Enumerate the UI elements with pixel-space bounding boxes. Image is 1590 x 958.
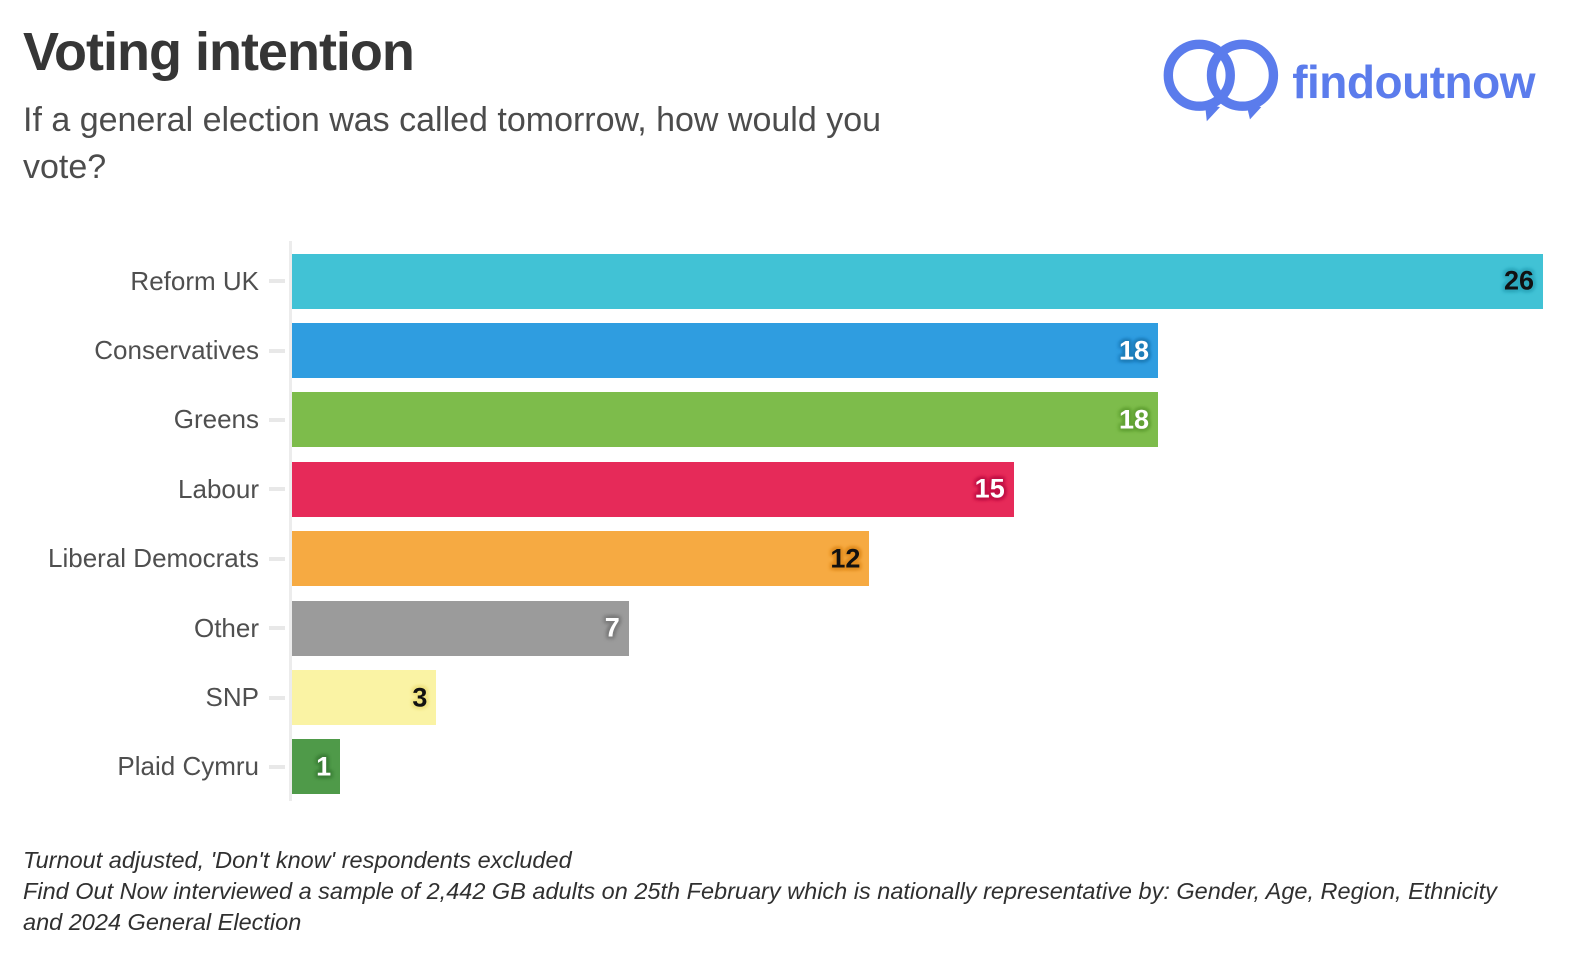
tick-zone — [263, 626, 292, 631]
bar-zone: 18 — [292, 323, 1543, 379]
chart-row-snp: SNP 3 — [0, 663, 1590, 732]
bar-zone: 15 — [292, 461, 1543, 517]
bar-chart: Reform UK 26 Conservatives 18 Greens 18 Labour… — [0, 240, 1590, 803]
bar-reform-uk: 26 — [292, 253, 1543, 309]
plot-rows: Reform UK 26 Conservatives 18 Greens 18 Labour… — [0, 247, 1590, 802]
value-label-liberal-democrats: 12 — [830, 543, 861, 574]
value-label-labour: 15 — [974, 473, 1005, 504]
bar-greens: 18 — [292, 392, 1159, 448]
logo-bubbles-icon — [1158, 28, 1280, 135]
category-label-labour: Labour — [178, 473, 259, 504]
bar-other: 7 — [292, 600, 629, 656]
value-label-conservatives: 18 — [1119, 335, 1150, 366]
bar-zone: 7 — [292, 600, 1543, 656]
value-label-other: 7 — [604, 612, 620, 643]
tick-zone — [263, 348, 292, 353]
tick-mark — [269, 348, 285, 353]
bar-plaid-cymru: 1 — [292, 739, 341, 795]
value-label-reform-uk: 26 — [1503, 265, 1534, 296]
page-title: Voting intention — [23, 22, 415, 82]
footnote-line-2: Find Out Now interviewed a sample of 2,4… — [23, 877, 1497, 904]
bar-conservatives: 18 — [292, 323, 1159, 379]
bar-zone: 12 — [292, 531, 1543, 587]
tick-zone — [263, 279, 292, 284]
value-label-plaid-cymru: 1 — [316, 751, 332, 782]
chart-row-other: Other 7 — [0, 593, 1590, 662]
tick-mark — [269, 764, 285, 769]
category-label-liberal-democrats: Liberal Democrats — [48, 543, 259, 574]
tick-mark — [269, 626, 285, 631]
subtitle-line-2: vote? — [23, 147, 107, 186]
bar-zone: 1 — [292, 739, 1543, 795]
category-label-snp: SNP — [205, 682, 259, 713]
tick-mark — [269, 556, 285, 561]
tick-zone — [263, 764, 292, 769]
footnotes: Turnout adjusted, 'Don't know' responden… — [0, 845, 1590, 938]
bar-zone: 26 — [292, 253, 1543, 309]
chart-row-labour: Labour 15 — [0, 455, 1590, 524]
tick-zone — [263, 417, 292, 422]
chart-row-plaid-cymru: Plaid Cymru 1 — [0, 732, 1590, 801]
tick-mark — [269, 279, 285, 284]
value-label-snp: 3 — [412, 682, 428, 713]
footnote-line-3: and 2024 General Election — [23, 908, 302, 935]
bar-zone: 18 — [292, 392, 1543, 448]
tick-mark — [269, 487, 285, 492]
category-label-plaid-cymru: Plaid Cymru — [117, 751, 259, 782]
tick-zone — [263, 695, 292, 700]
chart-row-liberal-democrats: Liberal Democrats 12 — [0, 524, 1590, 593]
category-label-conservatives: Conservatives — [94, 335, 259, 366]
chart-row-conservatives: Conservatives 18 — [0, 316, 1590, 385]
tick-mark — [269, 417, 285, 422]
value-label-greens: 18 — [1119, 404, 1150, 435]
subtitle-line-1: If a general election was called tomorro… — [23, 100, 882, 139]
y-axis-line — [289, 240, 292, 801]
tick-zone — [263, 556, 292, 561]
bar-labour: 15 — [292, 461, 1014, 517]
logo-wordmark: findoutnow — [1292, 55, 1535, 108]
findoutnow-logo: findoutnow — [1158, 28, 1535, 135]
footnote-line-1: Turnout adjusted, 'Don't know' responden… — [23, 846, 572, 873]
bar-snp: 3 — [292, 670, 437, 726]
tick-zone — [263, 487, 292, 492]
bar-liberal-democrats: 12 — [292, 531, 870, 587]
category-label-reform-uk: Reform UK — [130, 265, 259, 296]
category-label-greens: Greens — [173, 404, 259, 435]
chart-subtitle: If a general election was called tomorro… — [23, 97, 1590, 191]
chart-row-greens: Greens 18 — [0, 385, 1590, 454]
header: Voting intention If a general election w… — [0, 0, 1590, 191]
tick-mark — [269, 695, 285, 700]
bar-zone: 3 — [292, 670, 1543, 726]
chart-row-reform-uk: Reform UK 26 — [0, 247, 1590, 316]
category-label-other: Other — [193, 612, 259, 643]
